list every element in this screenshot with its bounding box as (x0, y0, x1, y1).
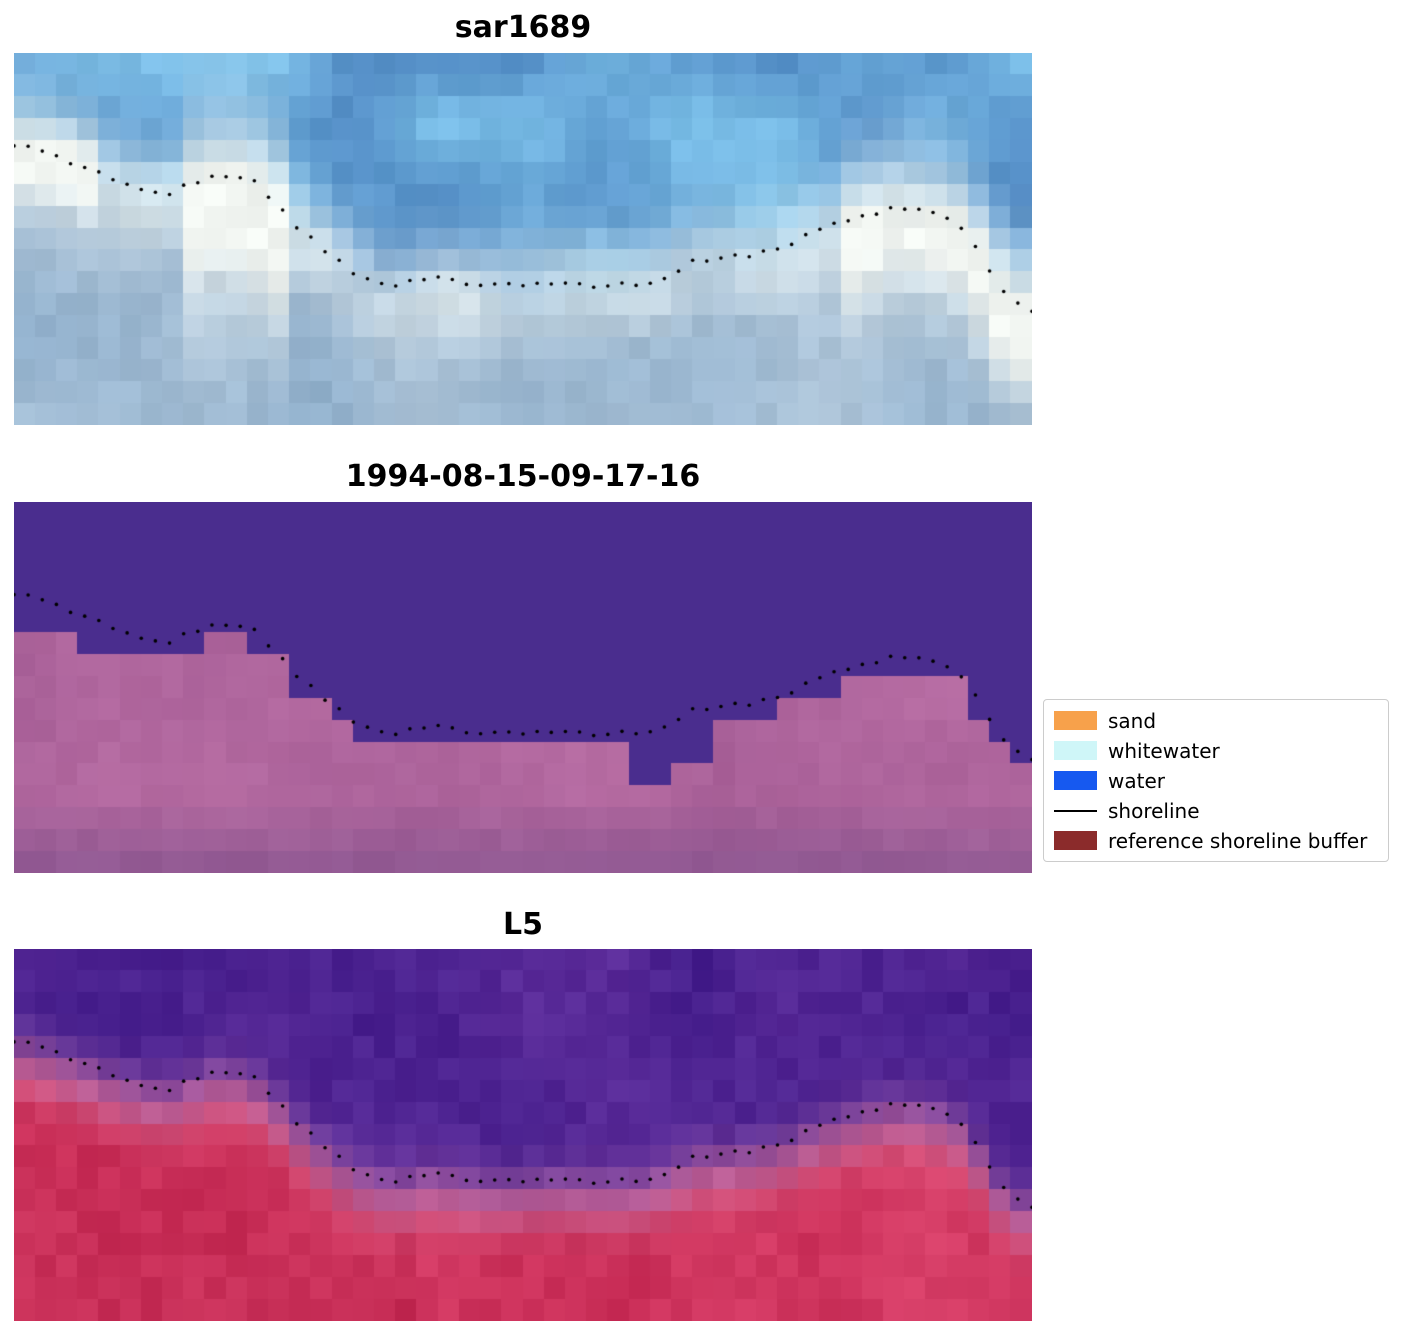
classified-image (14, 502, 1032, 873)
legend-label-sand: sand (1108, 708, 1157, 733)
legend-item-reference-buffer: reference shoreline buffer (1054, 828, 1378, 853)
reference-buffer-swatch (1054, 831, 1097, 850)
panel-title-classified: 1994-08-15-09-17-16 (345, 459, 701, 494)
panel-title-l5: L5 (503, 907, 543, 942)
legend-label-reference-buffer: reference shoreline buffer (1108, 828, 1368, 853)
legend-label-whitewater: whitewater (1108, 738, 1220, 763)
sar-image (14, 53, 1032, 425)
legend-label-shoreline: shoreline (1108, 798, 1200, 823)
panel-title-sar: sar1689 (454, 10, 592, 45)
legend-item-water: water (1054, 768, 1378, 793)
legend-label-water: water (1108, 768, 1165, 793)
legend: sand whitewater water shoreline referenc… (1043, 699, 1389, 862)
whitewater-swatch (1054, 741, 1097, 760)
sand-swatch (1054, 711, 1097, 730)
legend-item-sand: sand (1054, 708, 1378, 733)
legend-item-shoreline: shoreline (1054, 798, 1378, 823)
shoreline-line-swatch (1054, 809, 1097, 812)
l5-image (14, 949, 1032, 1321)
legend-item-whitewater: whitewater (1054, 738, 1378, 763)
water-swatch (1054, 771, 1097, 790)
